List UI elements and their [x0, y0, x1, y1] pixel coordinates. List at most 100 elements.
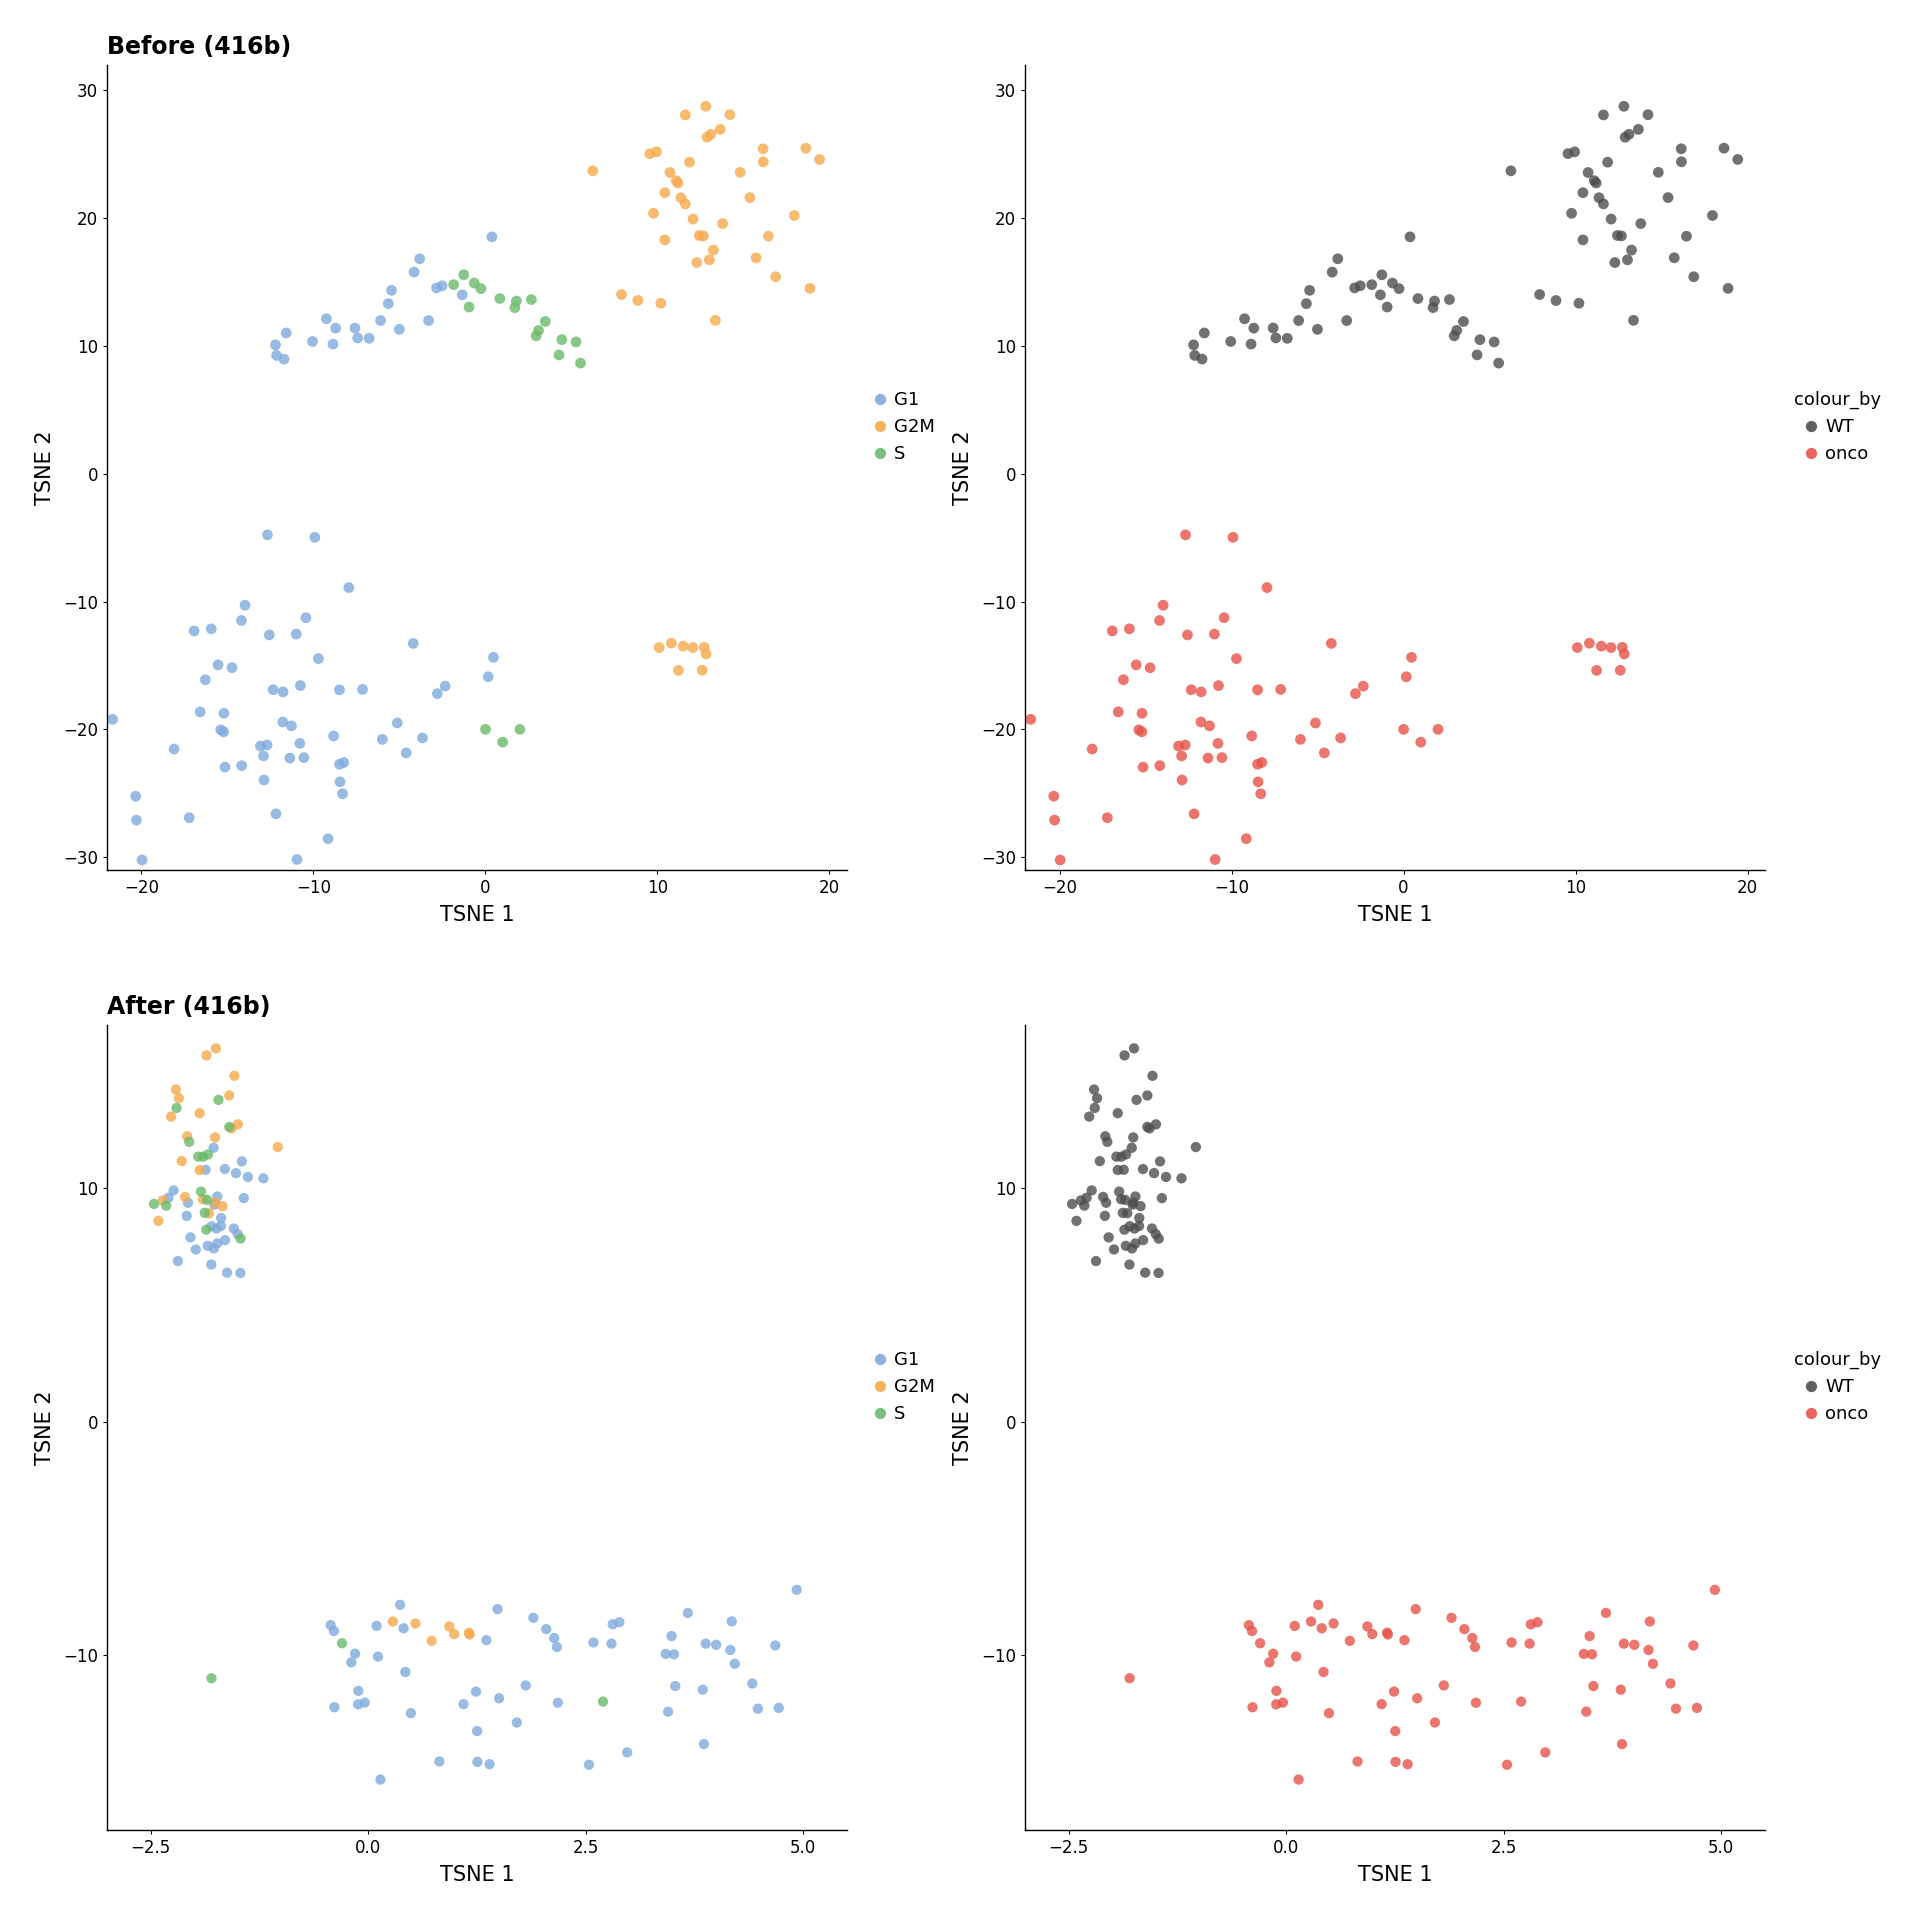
Point — [1238, 313, 1269, 344]
Point — [269, 344, 300, 374]
Point — [424, 1745, 455, 1776]
Point — [213, 1112, 244, 1142]
Point — [422, 678, 453, 708]
Point — [1659, 242, 1690, 273]
Point — [188, 1140, 219, 1171]
Point — [476, 221, 507, 252]
Point — [1110, 1139, 1140, 1169]
Point — [173, 1187, 204, 1217]
Point — [142, 1206, 173, 1236]
Point — [324, 674, 355, 705]
Point — [1325, 722, 1356, 753]
Point — [1578, 165, 1609, 196]
Point — [695, 119, 726, 150]
Point — [488, 728, 518, 758]
Point — [221, 1158, 252, 1188]
Point — [219, 1060, 250, 1091]
Point — [1400, 1594, 1430, 1624]
Point — [1371, 292, 1402, 323]
Point — [1296, 1607, 1327, 1638]
Point — [691, 121, 722, 152]
Point — [1137, 1060, 1167, 1091]
Point — [202, 1181, 232, 1212]
Point — [1505, 1686, 1536, 1716]
Point — [267, 707, 298, 737]
Point — [1261, 1676, 1292, 1707]
Point — [205, 1212, 236, 1242]
Point — [1092, 1221, 1123, 1252]
Point — [1110, 1041, 1140, 1071]
Point — [501, 286, 532, 317]
Point — [1313, 1697, 1344, 1728]
Point — [1697, 200, 1728, 230]
Point — [198, 1233, 228, 1263]
Point — [1609, 90, 1640, 121]
Point — [1164, 732, 1194, 762]
Point — [1523, 1607, 1553, 1638]
Point — [714, 100, 745, 131]
Point — [344, 1676, 374, 1707]
Point — [1108, 664, 1139, 695]
Point — [175, 1221, 205, 1252]
Point — [1206, 743, 1236, 774]
Point — [447, 280, 478, 311]
Point — [501, 1707, 532, 1738]
Point — [989, 687, 1020, 718]
Point — [804, 144, 835, 175]
Point — [474, 1749, 505, 1780]
Point — [1123, 1212, 1154, 1242]
Point — [121, 804, 152, 835]
Point — [1394, 221, 1425, 252]
Point — [1540, 286, 1571, 317]
Point — [348, 674, 378, 705]
Point — [138, 1188, 169, 1219]
Point — [171, 1200, 202, 1231]
Point — [1231, 824, 1261, 854]
Point — [1722, 144, 1753, 175]
Point — [213, 1081, 244, 1112]
Point — [1567, 225, 1597, 255]
Point — [1108, 1198, 1139, 1229]
Point — [1302, 315, 1332, 346]
Point — [1592, 146, 1622, 177]
Point — [184, 1154, 215, 1185]
Point — [204, 649, 234, 680]
Point — [159, 733, 190, 764]
Point — [1265, 674, 1296, 705]
Point — [1655, 1668, 1686, 1699]
Point — [207, 716, 238, 747]
Point — [1079, 1073, 1110, 1104]
Point — [1709, 132, 1740, 163]
Point — [190, 1198, 221, 1229]
Point — [200, 1121, 230, 1152]
Point — [1171, 620, 1202, 651]
Point — [1613, 119, 1644, 150]
Point — [363, 1642, 394, 1672]
Point — [246, 732, 276, 762]
Point — [1284, 724, 1315, 755]
Point — [1496, 1626, 1526, 1657]
Point — [564, 348, 595, 378]
Point — [1478, 326, 1509, 357]
Point — [795, 273, 826, 303]
Point — [248, 1164, 278, 1194]
Point — [1607, 632, 1638, 662]
Point — [1089, 1200, 1119, 1231]
Point — [484, 1684, 515, 1715]
Point — [1344, 271, 1375, 301]
Point — [1713, 273, 1743, 303]
Point — [622, 286, 653, 317]
Point — [1617, 234, 1647, 265]
Point — [1609, 639, 1640, 670]
Point — [1306, 1613, 1336, 1644]
Point — [361, 1611, 392, 1642]
Point — [413, 305, 444, 336]
Point — [209, 699, 240, 730]
Point — [741, 242, 772, 273]
Point — [1678, 261, 1709, 292]
Point — [182, 1140, 213, 1171]
Point — [463, 1716, 493, 1747]
Point — [1261, 323, 1292, 353]
Point — [334, 572, 365, 603]
Point — [248, 764, 278, 795]
